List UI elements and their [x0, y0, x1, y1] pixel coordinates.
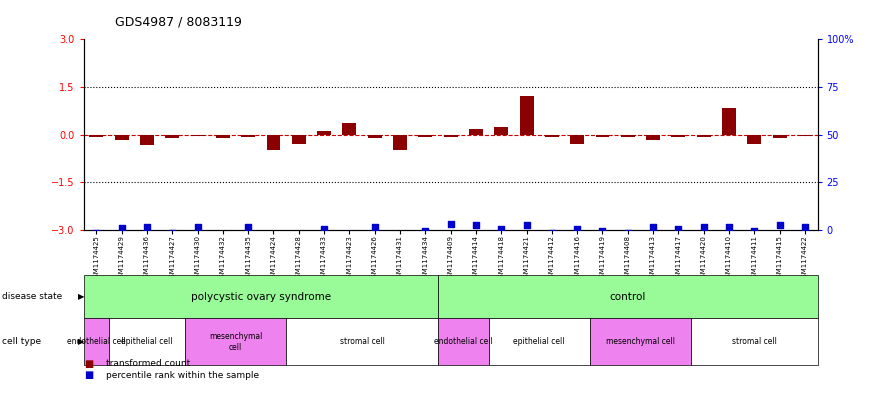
Text: stromal cell: stromal cell [732, 338, 777, 346]
Text: mesenchymal
cell: mesenchymal cell [209, 332, 263, 352]
Text: endothelial cell: endothelial cell [434, 338, 492, 346]
Bar [697, 134, 711, 137]
Point [671, 226, 685, 232]
Bar [747, 134, 761, 144]
Bar [520, 96, 534, 134]
Bar [671, 134, 685, 136]
Text: epithelial cell: epithelial cell [122, 338, 173, 346]
Bar [267, 134, 280, 151]
Text: transformed count: transformed count [106, 359, 190, 368]
Point [570, 226, 584, 232]
Bar [418, 134, 433, 137]
Point [241, 224, 255, 230]
Text: ■: ■ [84, 370, 93, 380]
Point [166, 230, 180, 236]
Bar [444, 134, 457, 136]
Text: ▶: ▶ [78, 338, 84, 346]
Point [697, 224, 711, 230]
Point [646, 224, 660, 230]
Bar [596, 134, 610, 137]
Bar [241, 134, 255, 137]
Bar [343, 123, 357, 134]
Text: ▶: ▶ [78, 292, 84, 301]
Point [773, 222, 787, 228]
Bar [773, 134, 787, 138]
Point [443, 221, 458, 228]
Point [190, 224, 204, 230]
Point [747, 228, 761, 234]
Point [722, 224, 736, 230]
Bar [798, 134, 812, 136]
Bar [140, 134, 154, 145]
Bar [469, 129, 483, 134]
Text: epithelial cell: epithelial cell [514, 338, 565, 346]
Point [621, 230, 635, 236]
Point [343, 230, 357, 237]
Point [596, 228, 610, 234]
Bar [367, 134, 381, 138]
Point [292, 232, 306, 239]
Point [266, 232, 280, 238]
Bar [544, 134, 559, 137]
Bar [190, 134, 204, 136]
Text: control: control [610, 292, 646, 302]
Point [367, 224, 381, 230]
Bar [646, 134, 660, 140]
Point [418, 228, 433, 234]
Text: stromal cell: stromal cell [339, 338, 384, 346]
Bar [89, 134, 103, 137]
Point [393, 232, 407, 239]
Point [798, 224, 812, 230]
Point [216, 232, 230, 239]
Point [89, 230, 103, 236]
Bar [115, 134, 129, 140]
Point [115, 225, 129, 231]
Bar [166, 134, 179, 138]
Bar [570, 134, 584, 144]
Text: endothelial cell: endothelial cell [67, 338, 126, 346]
Bar [621, 134, 634, 136]
Text: percentile rank within the sample: percentile rank within the sample [106, 371, 259, 380]
Bar [393, 134, 407, 151]
Point [544, 230, 559, 236]
Text: disease state: disease state [2, 292, 62, 301]
Text: polycystic ovary syndrome: polycystic ovary syndrome [191, 292, 331, 302]
Bar [292, 134, 306, 144]
Bar [494, 127, 508, 134]
Bar [317, 131, 331, 134]
Point [140, 224, 154, 230]
Text: cell type: cell type [2, 338, 41, 346]
Text: mesenchymal cell: mesenchymal cell [606, 338, 675, 346]
Bar [216, 134, 230, 138]
Bar [722, 108, 736, 134]
Point [520, 222, 534, 228]
Point [317, 226, 331, 232]
Point [469, 222, 483, 228]
Text: GDS4987 / 8083119: GDS4987 / 8083119 [115, 16, 241, 29]
Point [494, 226, 508, 232]
Text: ■: ■ [84, 358, 93, 369]
